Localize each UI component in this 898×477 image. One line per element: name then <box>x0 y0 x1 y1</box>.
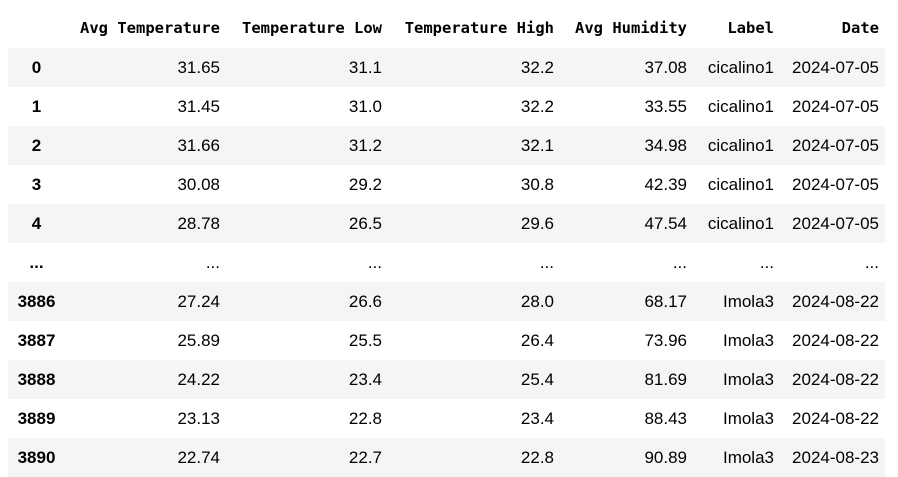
cell-label: Imola3 <box>722 291 774 311</box>
cell-label: ... <box>759 252 774 272</box>
row-index: 4 <box>31 213 42 233</box>
cell-avg-temperature: 23.13 <box>177 408 220 428</box>
cell-temperature-low: 22.8 <box>348 408 382 428</box>
cell-temperature-high: 29.6 <box>520 213 554 233</box>
cell-avg-humidity: ... <box>672 252 687 272</box>
row-index: 2 <box>31 135 42 155</box>
column-header-temperature-low: Temperature Low <box>242 19 382 37</box>
cell-date: ... <box>864 252 879 272</box>
cell-avg-humidity: 88.43 <box>644 408 687 428</box>
cell-temperature-low: 31.0 <box>348 96 382 116</box>
row-index: 3888 <box>17 369 56 389</box>
column-header-date: Date <box>841 19 879 37</box>
column-header-temperature-high: Temperature High <box>404 19 554 37</box>
cell-date: 2024-07-05 <box>792 174 879 194</box>
cell-date: 2024-07-05 <box>792 57 879 77</box>
row-index: 3 <box>31 174 42 194</box>
cell-date: 2024-08-23 <box>792 447 879 467</box>
cell-temperature-high: 32.2 <box>520 57 554 77</box>
cell-temperature-high: 25.4 <box>520 369 554 389</box>
cell-label: Imola3 <box>722 408 774 428</box>
index-column-header <box>8 8 65 48</box>
header-row: Avg Temperature Temperature Low Temperat… <box>8 8 885 48</box>
cell-label: Imola3 <box>722 330 774 350</box>
cell-label: Imola3 <box>722 369 774 389</box>
cell-avg-humidity: 90.89 <box>644 447 687 467</box>
cell-temperature-high: 22.8 <box>520 447 554 467</box>
row-index: 3887 <box>17 330 56 350</box>
cell-avg-humidity: 37.08 <box>644 57 687 77</box>
cell-temperature-low: 31.2 <box>348 135 382 155</box>
table-row: 3888 24.22 23.4 25.4 81.69 Imola3 2024-0… <box>8 360 885 399</box>
column-header-avg-humidity: Avg Humidity <box>575 19 687 37</box>
cell-avg-temperature: 30.08 <box>177 174 220 194</box>
cell-avg-temperature: 22.74 <box>177 447 220 467</box>
cell-date: 2024-08-22 <box>792 291 879 311</box>
table-row: 4 28.78 26.5 29.6 47.54 cicalino1 2024-0… <box>8 204 885 243</box>
table-row: 0 31.65 31.1 32.2 37.08 cicalino1 2024-0… <box>8 48 885 87</box>
cell-date: 2024-07-05 <box>792 96 879 116</box>
table-row: 3887 25.89 25.5 26.4 73.96 Imola3 2024-0… <box>8 321 885 360</box>
column-header-label: Label <box>727 19 774 37</box>
cell-avg-temperature: 24.22 <box>177 369 220 389</box>
cell-label: cicalino1 <box>707 213 774 233</box>
cell-temperature-low: 29.2 <box>348 174 382 194</box>
cell-avg-humidity: 33.55 <box>644 96 687 116</box>
cell-avg-temperature: 25.89 <box>177 330 220 350</box>
cell-avg-humidity: 68.17 <box>644 291 687 311</box>
row-index: 3889 <box>17 408 56 428</box>
table-row: 2 31.66 31.2 32.1 34.98 cicalino1 2024-0… <box>8 126 885 165</box>
cell-date: 2024-08-22 <box>792 369 879 389</box>
cell-temperature-low: 26.5 <box>348 213 382 233</box>
cell-date: 2024-07-05 <box>792 135 879 155</box>
table-row: 3889 23.13 22.8 23.4 88.43 Imola3 2024-0… <box>8 399 885 438</box>
dataframe-table: Avg Temperature Temperature Low Temperat… <box>8 8 885 477</box>
cell-date: 2024-08-22 <box>792 330 879 350</box>
column-header-avg-temperature: Avg Temperature <box>80 19 220 37</box>
cell-label: cicalino1 <box>707 174 774 194</box>
cell-temperature-high: 23.4 <box>520 408 554 428</box>
table-row: 3890 22.74 22.7 22.8 90.89 Imola3 2024-0… <box>8 438 885 477</box>
cell-temperature-low: 25.5 <box>348 330 382 350</box>
row-index: 1 <box>31 96 42 116</box>
cell-avg-temperature: 31.65 <box>177 57 220 77</box>
cell-temperature-high: 32.2 <box>520 96 554 116</box>
cell-date: 2024-07-05 <box>792 213 879 233</box>
table-row: 3 30.08 29.2 30.8 42.39 cicalino1 2024-0… <box>8 165 885 204</box>
cell-temperature-high: ... <box>539 252 554 272</box>
cell-label: cicalino1 <box>707 96 774 116</box>
cell-temperature-high: 26.4 <box>520 330 554 350</box>
cell-avg-humidity: 42.39 <box>644 174 687 194</box>
cell-avg-temperature: 27.24 <box>177 291 220 311</box>
cell-date: 2024-08-22 <box>792 408 879 428</box>
cell-temperature-low: 23.4 <box>348 369 382 389</box>
cell-temperature-low: 22.7 <box>348 447 382 467</box>
cell-avg-humidity: 34.98 <box>644 135 687 155</box>
row-index: ... <box>29 252 44 272</box>
cell-avg-humidity: 81.69 <box>644 369 687 389</box>
cell-temperature-low: ... <box>367 252 382 272</box>
cell-temperature-high: 30.8 <box>520 174 554 194</box>
cell-avg-temperature: 31.45 <box>177 96 220 116</box>
cell-avg-humidity: 47.54 <box>644 213 687 233</box>
table-row: 1 31.45 31.0 32.2 33.55 cicalino1 2024-0… <box>8 87 885 126</box>
cell-label: cicalino1 <box>707 135 774 155</box>
cell-label: cicalino1 <box>707 57 774 77</box>
cell-temperature-low: 31.1 <box>348 57 382 77</box>
row-index: 3890 <box>17 447 56 467</box>
cell-temperature-high: 28.0 <box>520 291 554 311</box>
cell-temperature-low: 26.6 <box>348 291 382 311</box>
table-row: 3886 27.24 26.6 28.0 68.17 Imola3 2024-0… <box>8 282 885 321</box>
cell-temperature-high: 32.1 <box>520 135 554 155</box>
cell-avg-temperature: 31.66 <box>177 135 220 155</box>
cell-avg-temperature: 28.78 <box>177 213 220 233</box>
ellipsis-row: ... ... ... ... ... ... ... <box>8 243 885 282</box>
cell-avg-humidity: 73.96 <box>644 330 687 350</box>
cell-avg-temperature: ... <box>205 252 220 272</box>
row-index: 0 <box>31 57 42 77</box>
cell-label: Imola3 <box>722 447 774 467</box>
row-index: 3886 <box>17 291 56 311</box>
